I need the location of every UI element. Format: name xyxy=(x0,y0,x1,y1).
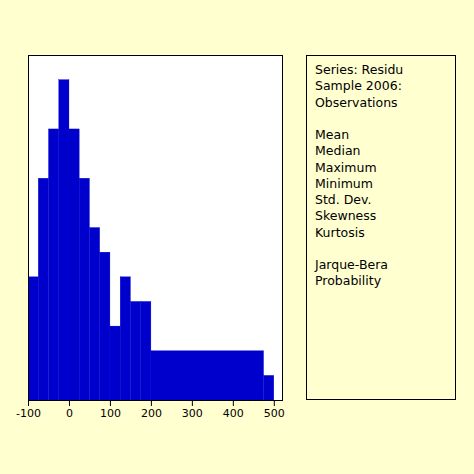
svg-text:-100: -100 xyxy=(16,407,41,420)
svg-text:500: 500 xyxy=(264,407,285,420)
html-text:Skewness: Skewness xyxy=(315,208,377,224)
html-text:Kurtosis: Kurtosis xyxy=(315,224,365,240)
html-text:Maximum: Maximum xyxy=(315,159,377,175)
html-text:Median: Median xyxy=(315,143,361,159)
html-text:Probability: Probability xyxy=(315,273,382,289)
html-text:Minimum: Minimum xyxy=(315,175,373,191)
svg-text:100: 100 xyxy=(100,407,121,420)
svg-text:0: 0 xyxy=(66,407,73,420)
html-text:Sample 2006:: Sample 2006: xyxy=(315,78,402,94)
html-text:Mean: Mean xyxy=(315,127,350,142)
html-text:Observations: Observations xyxy=(315,94,398,110)
html-text:Jarque-Bera: Jarque-Bera xyxy=(315,257,388,272)
svg-text:200: 200 xyxy=(141,407,162,420)
html-text:Std. Dev.: Std. Dev. xyxy=(315,192,372,207)
svg-text:300: 300 xyxy=(182,407,203,420)
html-text:Series: Residu: Series: Residu xyxy=(315,62,404,77)
svg-text:400: 400 xyxy=(223,407,244,420)
